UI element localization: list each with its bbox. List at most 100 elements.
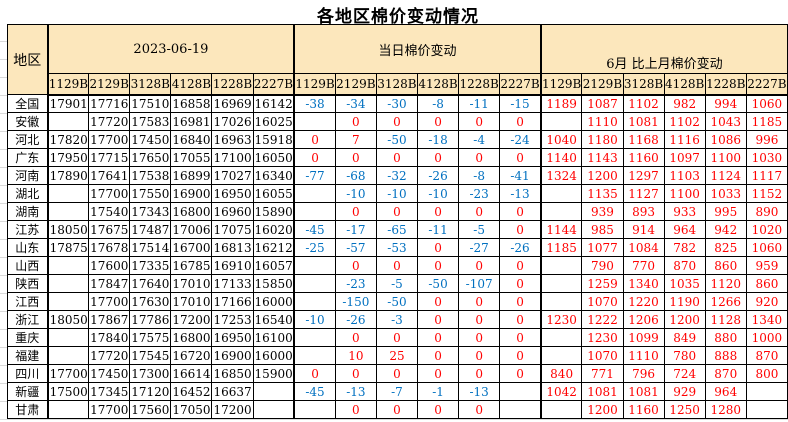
- price-cell[interactable]: 17720: [88, 112, 131, 131]
- monthly-cell[interactable]: 870: [704, 364, 747, 383]
- daily-cell[interactable]: -11: [416, 220, 460, 239]
- region-cell[interactable]: 新疆: [6, 382, 49, 401]
- monthly-cell[interactable]: 1168: [622, 130, 665, 149]
- price-cell[interactable]: 16950: [211, 184, 254, 203]
- monthly-cell[interactable]: 860: [704, 256, 747, 275]
- price-cell[interactable]: 15890: [252, 202, 295, 221]
- daily-cell[interactable]: -10: [416, 184, 460, 203]
- daily-cell[interactable]: 0: [334, 112, 377, 131]
- daily-cell[interactable]: 0: [458, 202, 501, 221]
- daily-cell[interactable]: 0: [416, 400, 460, 419]
- monthly-cell[interactable]: 1222: [581, 310, 624, 329]
- monthly-cell[interactable]: 1103: [663, 166, 706, 185]
- monthly-cell[interactable]: 1060: [745, 238, 788, 257]
- price-cell[interactable]: 17538: [129, 166, 172, 185]
- daily-cell[interactable]: 0: [458, 148, 501, 167]
- price-cell[interactable]: 17678: [88, 238, 131, 257]
- daily-cell[interactable]: -45: [293, 220, 336, 239]
- daily-cell[interactable]: 7: [334, 130, 377, 149]
- region-cell[interactable]: 湖北: [6, 184, 49, 203]
- daily-cell[interactable]: -50: [375, 130, 419, 149]
- monthly-cell[interactable]: 724: [663, 364, 706, 383]
- daily-cell[interactable]: [293, 112, 336, 131]
- price-cell[interactable]: 16800: [170, 328, 213, 347]
- monthly-cell[interactable]: 1324: [539, 166, 583, 185]
- price-cell[interactable]: 16720: [170, 346, 213, 365]
- daily-cell[interactable]: 0: [499, 292, 542, 311]
- price-cell[interactable]: 17166: [211, 292, 254, 311]
- price-cell[interactable]: 16050: [252, 148, 295, 167]
- daily-cell[interactable]: 0: [293, 364, 336, 383]
- monthly-cell[interactable]: 1070: [581, 346, 624, 365]
- daily-cell[interactable]: 0: [458, 328, 501, 347]
- price-cell[interactable]: 17026: [211, 112, 254, 131]
- monthly-cell[interactable]: 1077: [581, 238, 624, 257]
- daily-cell[interactable]: 0: [375, 148, 419, 167]
- price-cell[interactable]: 16700: [170, 238, 213, 257]
- monthly-cell[interactable]: 880: [704, 328, 747, 347]
- grade-code-header[interactable]: 2129B: [334, 73, 377, 96]
- price-cell[interactable]: 17700: [88, 130, 131, 149]
- daily-cell[interactable]: -34: [334, 94, 377, 113]
- price-cell[interactable]: 15900: [252, 364, 295, 383]
- region-cell[interactable]: 陕西: [6, 274, 49, 293]
- price-cell[interactable]: 17335: [129, 256, 172, 275]
- daily-cell[interactable]: -150: [334, 292, 377, 311]
- monthly-cell[interactable]: 1340: [622, 274, 665, 293]
- daily-cell[interactable]: -50: [416, 274, 460, 293]
- daily-cell[interactable]: -13: [334, 382, 377, 401]
- monthly-cell[interactable]: 1116: [663, 130, 706, 149]
- price-cell[interactable]: 17890: [46, 166, 90, 185]
- price-cell[interactable]: 17050: [170, 400, 213, 419]
- price-cell[interactable]: 17630: [129, 292, 172, 311]
- price-cell[interactable]: 18050: [46, 220, 90, 239]
- price-cell[interactable]: 16981: [170, 112, 213, 131]
- grade-code-header[interactable]: 4128B: [416, 73, 460, 96]
- price-cell[interactable]: [46, 346, 90, 365]
- price-cell[interactable]: 17010: [170, 274, 213, 293]
- price-cell[interactable]: 17343: [129, 202, 172, 221]
- monthly-cell[interactable]: 1127: [622, 184, 665, 203]
- daily-cell[interactable]: -25: [293, 238, 336, 257]
- monthly-cell[interactable]: 1230: [581, 328, 624, 347]
- daily-cell[interactable]: 0: [375, 328, 419, 347]
- monthly-cell[interactable]: 1099: [622, 328, 665, 347]
- monthly-cell[interactable]: 1135: [581, 184, 624, 203]
- price-cell[interactable]: 17200: [170, 310, 213, 329]
- price-cell[interactable]: 16055: [252, 184, 295, 203]
- daily-cell[interactable]: 0: [499, 256, 542, 275]
- region-cell[interactable]: 河南: [6, 166, 49, 185]
- price-cell[interactable]: 17514: [129, 238, 172, 257]
- price-cell[interactable]: 16614: [170, 364, 213, 383]
- daily-cell[interactable]: -77: [293, 166, 336, 185]
- price-cell[interactable]: 16785: [170, 256, 213, 275]
- monthly-cell[interactable]: 800: [745, 364, 788, 383]
- daily-cell[interactable]: -26: [416, 166, 460, 185]
- group-header-monthly-change[interactable]: 6月 比上月棉价变动: [539, 24, 788, 74]
- price-cell[interactable]: 17540: [88, 202, 131, 221]
- daily-cell[interactable]: -41: [499, 166, 542, 185]
- monthly-cell[interactable]: 1259: [581, 274, 624, 293]
- daily-cell[interactable]: 0: [293, 130, 336, 149]
- daily-cell[interactable]: -4: [458, 130, 501, 149]
- daily-cell[interactable]: 0: [416, 202, 460, 221]
- monthly-cell[interactable]: 1200: [663, 310, 706, 329]
- grade-code-header[interactable]: 2129B: [88, 73, 131, 96]
- daily-cell[interactable]: [293, 328, 336, 347]
- daily-cell[interactable]: -32: [375, 166, 419, 185]
- price-cell[interactable]: 17950: [46, 148, 90, 167]
- daily-cell[interactable]: -23: [334, 274, 377, 293]
- monthly-cell[interactable]: 1030: [745, 148, 788, 167]
- monthly-cell[interactable]: 1100: [663, 184, 706, 203]
- price-cell[interactable]: 16142: [252, 94, 295, 113]
- monthly-cell[interactable]: [539, 256, 583, 275]
- grade-code-header[interactable]: 2227B: [252, 73, 295, 96]
- price-cell[interactable]: 17550: [129, 184, 172, 203]
- monthly-cell[interactable]: [539, 202, 583, 221]
- price-cell[interactable]: 17450: [129, 130, 172, 149]
- price-cell[interactable]: 17510: [129, 94, 172, 113]
- monthly-cell[interactable]: 1200: [581, 166, 624, 185]
- monthly-cell[interactable]: 1042: [539, 382, 583, 401]
- daily-cell[interactable]: 0: [416, 310, 460, 329]
- daily-cell[interactable]: 0: [458, 292, 501, 311]
